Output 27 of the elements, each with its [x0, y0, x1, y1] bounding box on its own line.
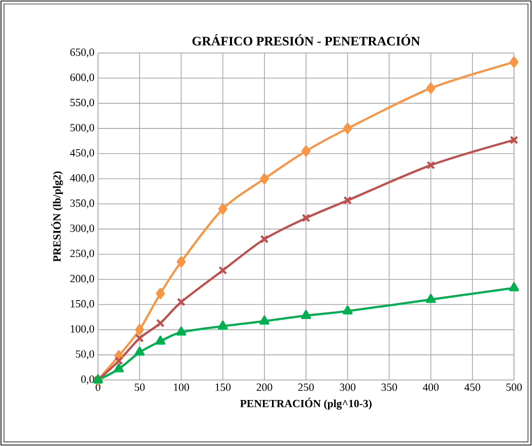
chart-title: GRÁFICO PRESIÓN - PENETRACIÓN — [192, 34, 420, 46]
x-tick-label: 150 — [216, 384, 231, 391]
x-tick-label: 500 — [506, 384, 522, 391]
x-tick-label: 450 — [464, 384, 480, 391]
x-tick-label: 300 — [340, 384, 356, 391]
y-tick-label: 400,0 — [70, 174, 94, 184]
x-tick-label: 350 — [382, 384, 398, 391]
y-tick-label: 650,0 — [70, 48, 94, 58]
y-tick-label: 250,0 — [70, 250, 94, 259]
x-tick-label: 200 — [256, 384, 272, 391]
y-tick-label: 500,0 — [70, 124, 94, 133]
x-axis-title: PENETRACIÓN (plg^10-3) — [240, 398, 372, 410]
y-tick-label: 600,0 — [70, 74, 94, 83]
y-tick-label: 550,0 — [70, 98, 94, 108]
x-tick-label: 400 — [422, 384, 439, 391]
x-tick-label: 50 — [134, 384, 145, 391]
y-tick-label: 150,0 — [70, 300, 94, 310]
y-tick-label: 100,0 — [70, 325, 94, 334]
y-tick-label: 50,0 — [76, 350, 94, 360]
x-tick-label: 100 — [174, 384, 190, 391]
y-tick-label: 350,0 — [70, 199, 94, 208]
y-tick-label: 450,0 — [70, 149, 94, 158]
x-tick-label: 250 — [298, 384, 314, 391]
y-axis-title: PRESIÓN (lb/plg2) — [51, 171, 63, 262]
y-tick-label: 300,0 — [70, 224, 94, 234]
y-tick-label: 200,0 — [70, 274, 94, 284]
y-tick-label: 0,0 — [81, 376, 94, 384]
